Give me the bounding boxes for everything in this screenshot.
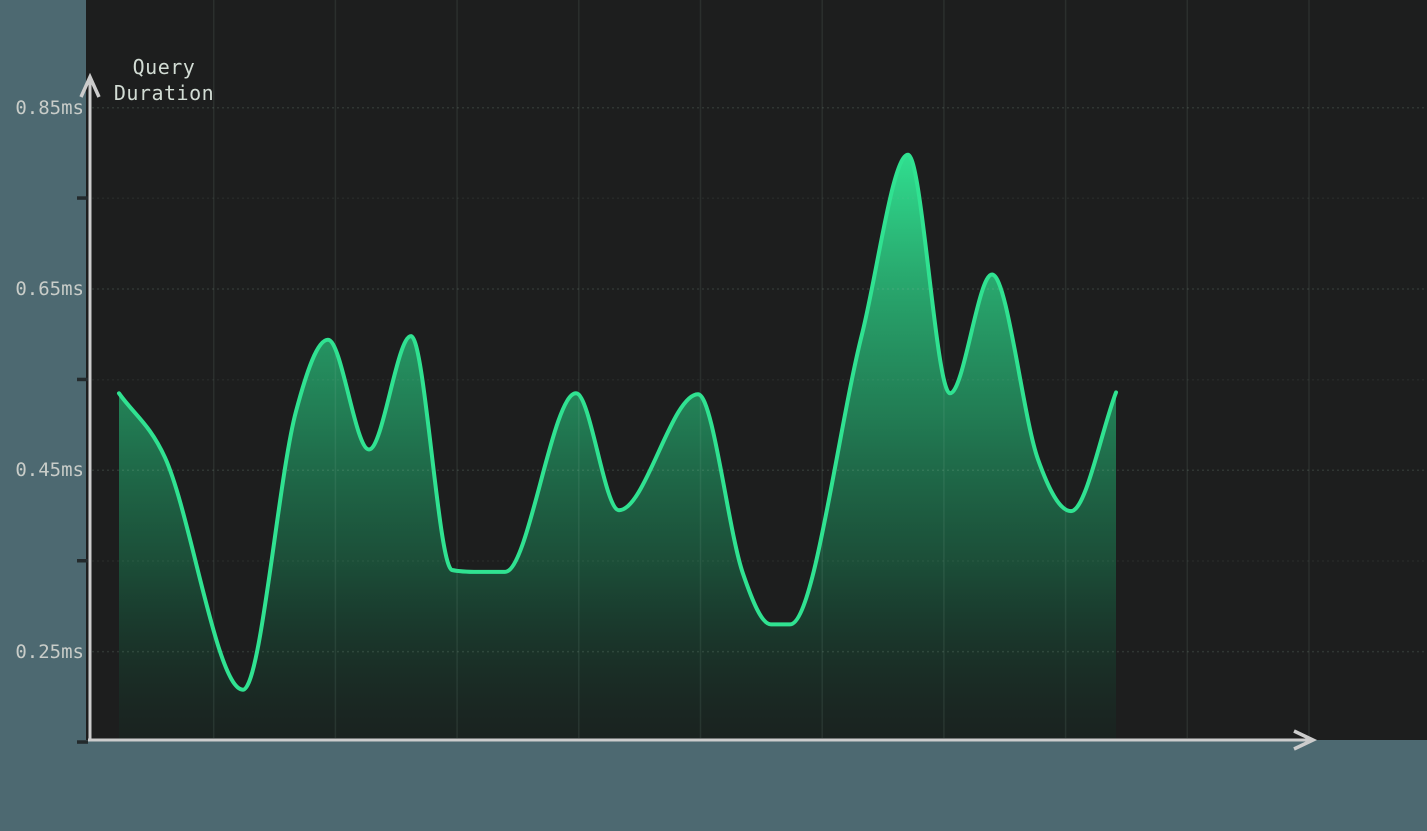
axis-tick — [77, 740, 88, 744]
x-axis-arrow-icon — [1293, 729, 1318, 751]
chart-title-line2: Duration — [113, 81, 215, 105]
axis-tick — [77, 196, 88, 200]
axis-tick — [77, 377, 88, 382]
y-axis-label: 0.25ms — [15, 641, 84, 663]
chart-title: Query Duration — [114, 54, 214, 106]
y-axis-label: 0.45ms — [15, 459, 84, 481]
line-series — [117, 152, 1118, 692]
area-series — [119, 154, 1116, 740]
y-axis-arrow-icon — [79, 72, 101, 98]
y-axis-label: 0.85ms — [15, 97, 84, 119]
chart-title-line1: Query — [132, 55, 196, 79]
y-axis-label: 0.65ms — [15, 278, 84, 300]
axis-tick — [77, 559, 88, 563]
